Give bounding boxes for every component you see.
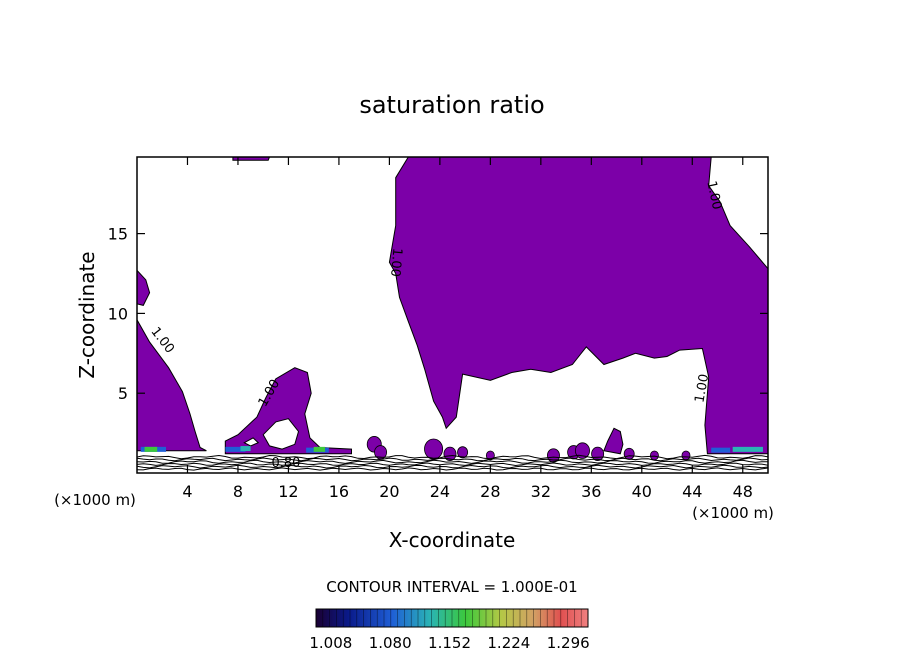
x-tick-label: 24 xyxy=(430,482,450,501)
contour-line xyxy=(137,464,768,469)
colorbar-ticks: 1.008 1.080 1.152 1.224 1.296 xyxy=(309,609,590,652)
contour-interval-label: CONTOUR INTERVAL = 1.000E-01 xyxy=(326,578,577,596)
unsaturated-hole xyxy=(243,437,260,447)
saturated-cell-38km xyxy=(603,427,624,455)
contour-line xyxy=(137,459,768,464)
y-tick-label: 15 xyxy=(108,225,128,244)
saturation-field xyxy=(137,157,768,463)
chart-title: saturation ratio xyxy=(359,91,544,119)
x-axis-label: X-coordinate xyxy=(389,528,516,552)
supersaturation-streak xyxy=(313,446,326,452)
x-tick-label: 4 xyxy=(182,482,192,501)
unsaturated-hole xyxy=(262,418,300,450)
x-tick-label: 16 xyxy=(329,482,349,501)
contour-line xyxy=(137,467,768,471)
colorbar-tick-label: 1.080 xyxy=(369,634,412,652)
contour-line xyxy=(137,457,768,462)
supersaturation-streak xyxy=(732,446,763,452)
saturated-cell-top xyxy=(232,157,271,161)
colorbar-tick-label: 1.008 xyxy=(309,634,352,652)
x-axis: 4 8 12 16 20 24 28 32 36 40 44 48 xyxy=(182,157,753,501)
supersaturation-streak xyxy=(240,446,251,452)
saturated-cell xyxy=(485,450,495,461)
saturated-cell xyxy=(424,438,444,460)
saturated-cell xyxy=(591,446,605,461)
plot-frame xyxy=(136,156,769,474)
saturated-cell xyxy=(443,446,457,461)
x-tick-label: 44 xyxy=(682,482,702,501)
saturated-cell xyxy=(547,448,560,463)
y-tick-label: 10 xyxy=(108,304,128,323)
saturated-cell xyxy=(681,450,691,461)
x-tick-label: 8 xyxy=(233,482,243,501)
contour-line xyxy=(137,454,768,460)
x-tick-label: 36 xyxy=(581,482,601,501)
contour-line xyxy=(137,462,768,467)
x-tick-label: 20 xyxy=(379,482,399,501)
colorbar-tick-label: 1.152 xyxy=(428,634,471,652)
y-tick-label: 5 xyxy=(118,384,128,403)
colorbar-tick-label: 1.224 xyxy=(487,634,530,652)
contour-labels: 1.001.000.801.001.001.00 xyxy=(147,180,724,471)
saturated-region-middle xyxy=(224,367,352,455)
x-tick-label: 12 xyxy=(278,482,298,501)
x-tick-label: 28 xyxy=(480,482,500,501)
contour-label: 1.00 xyxy=(692,373,712,404)
saturated-cell xyxy=(457,446,469,459)
supersaturation-streak xyxy=(711,447,731,453)
saturated-cell xyxy=(623,447,635,460)
supersaturation-streak xyxy=(225,446,246,452)
contour-label: 1.00 xyxy=(387,247,404,277)
colorbar-tick-label: 1.296 xyxy=(547,634,590,652)
y-axis-label: Z-coordinate xyxy=(75,251,99,378)
saturated-region-large xyxy=(388,157,768,455)
saturated-region-left xyxy=(137,269,151,306)
supersaturation-streak xyxy=(144,446,158,452)
x-unit-left: (×1000 m) xyxy=(54,491,136,509)
x-tick-label: 32 xyxy=(531,482,551,501)
y-axis: 5 10 15 xyxy=(108,225,768,403)
contour-label: 0.80 xyxy=(271,456,300,471)
x-unit-right: (×1000 m) xyxy=(692,504,774,522)
x-tick-label: 40 xyxy=(632,482,652,501)
saturated-cell xyxy=(575,442,590,459)
contour-label: 1.00 xyxy=(703,180,724,211)
x-tick-label: 48 xyxy=(733,482,753,501)
near-surface-contours xyxy=(137,454,768,471)
saturated-region-left-lower xyxy=(137,318,207,452)
saturated-cell xyxy=(649,450,659,461)
